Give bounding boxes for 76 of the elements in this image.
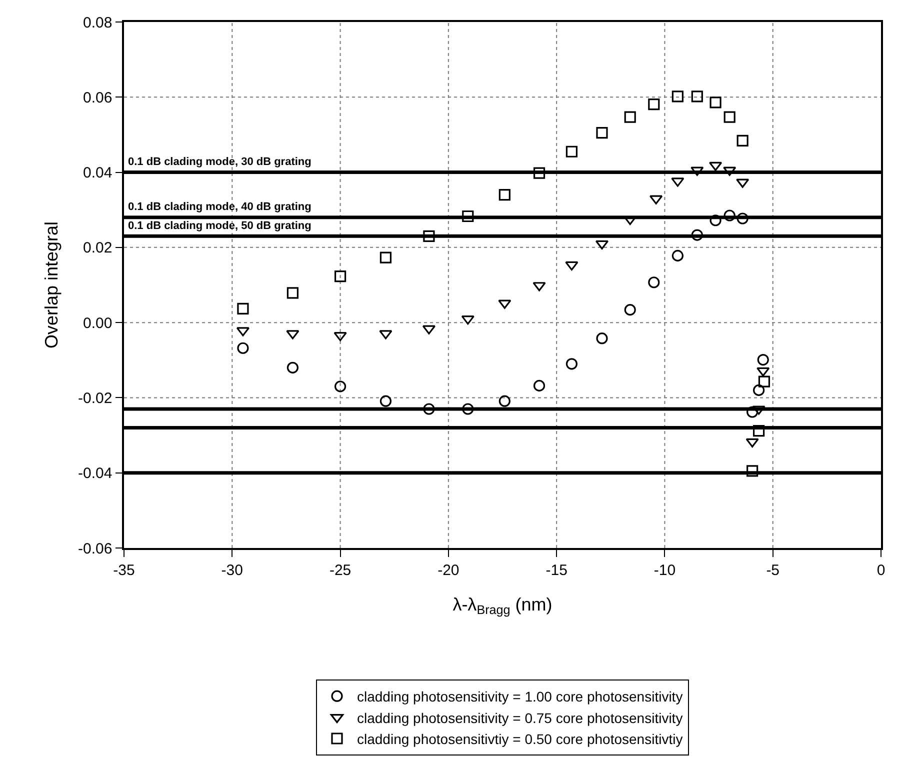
point bbox=[334, 380, 346, 392]
point bbox=[648, 276, 660, 288]
point bbox=[648, 98, 660, 110]
point bbox=[334, 332, 347, 342]
point bbox=[624, 111, 636, 123]
legend-label: cladding photosensitivity = 0.75 core photosensitivity bbox=[357, 710, 683, 726]
point bbox=[286, 330, 300, 340]
x-tick-label: -30 bbox=[221, 562, 243, 579]
point bbox=[753, 424, 765, 437]
point bbox=[532, 282, 546, 292]
x-tick-label: -25 bbox=[329, 562, 352, 579]
x-tick-label: 0 bbox=[876, 562, 886, 579]
point bbox=[724, 111, 736, 123]
y-tick-label: 0.02 bbox=[83, 240, 112, 257]
point bbox=[533, 167, 546, 179]
point bbox=[671, 178, 684, 187]
point bbox=[566, 146, 578, 158]
ref-line-label: 0.1 dB clading mode, 40 dB grating bbox=[128, 201, 312, 213]
point bbox=[462, 403, 474, 415]
point bbox=[286, 287, 298, 299]
y-tick-label: 0.04 bbox=[83, 164, 112, 182]
point bbox=[565, 261, 578, 271]
x-tick-label: -10 bbox=[654, 562, 676, 579]
point bbox=[672, 90, 684, 102]
legend-label: cladding photosensitivtiy = 0.50 core photosensitivtiy bbox=[357, 730, 683, 747]
point bbox=[724, 210, 736, 222]
point bbox=[380, 252, 392, 264]
point bbox=[710, 96, 722, 108]
point bbox=[736, 178, 750, 188]
point bbox=[691, 229, 703, 241]
point bbox=[672, 250, 684, 262]
point bbox=[498, 300, 512, 309]
point bbox=[756, 367, 770, 376]
point bbox=[461, 316, 474, 325]
point bbox=[237, 342, 249, 354]
y-tick-label: -0.02 bbox=[78, 390, 112, 407]
point bbox=[757, 354, 769, 366]
point bbox=[746, 438, 759, 448]
point bbox=[334, 270, 346, 282]
point bbox=[752, 406, 766, 415]
ref-line-label: 0.1 dB clading mode, 50 dB grating bbox=[128, 220, 312, 232]
point bbox=[237, 302, 249, 314]
point bbox=[498, 395, 510, 407]
x-axis-title: λ-λ$_{Bragg}$ (nm) bbox=[452, 594, 552, 618]
point bbox=[691, 90, 703, 102]
point bbox=[723, 166, 736, 176]
y-tick-label: -0.04 bbox=[78, 465, 112, 482]
point bbox=[690, 166, 704, 176]
point bbox=[736, 134, 748, 147]
point bbox=[498, 189, 510, 201]
y-axis-title: Overlap integral bbox=[42, 221, 62, 349]
point bbox=[596, 332, 608, 344]
y-tick-label: 0.06 bbox=[83, 89, 112, 106]
y-tick-label: 0.00 bbox=[83, 314, 112, 332]
point bbox=[566, 358, 578, 370]
point bbox=[286, 362, 298, 374]
point bbox=[746, 465, 758, 477]
point bbox=[736, 212, 748, 224]
point bbox=[533, 380, 546, 392]
x-tick-label: -20 bbox=[438, 562, 460, 579]
point bbox=[423, 230, 435, 242]
x-tick-label: -15 bbox=[546, 562, 568, 579]
point bbox=[624, 304, 636, 316]
legend-label: cladding photosensitivity = 1.00 core photosensitivity bbox=[357, 688, 683, 705]
point bbox=[596, 127, 608, 139]
ref-line-label: 0.1 dB clading mode, 30 dB grating bbox=[128, 156, 312, 168]
y-tick-label: -0.06 bbox=[78, 540, 112, 558]
y-tick-label: 0.08 bbox=[83, 14, 112, 32]
point bbox=[423, 403, 435, 415]
point bbox=[379, 330, 392, 340]
point bbox=[462, 210, 474, 222]
x-tick-label: -35 bbox=[113, 562, 135, 579]
point bbox=[380, 395, 392, 407]
point bbox=[758, 376, 770, 388]
point bbox=[753, 384, 765, 396]
x-tick-label: -5 bbox=[766, 562, 780, 579]
